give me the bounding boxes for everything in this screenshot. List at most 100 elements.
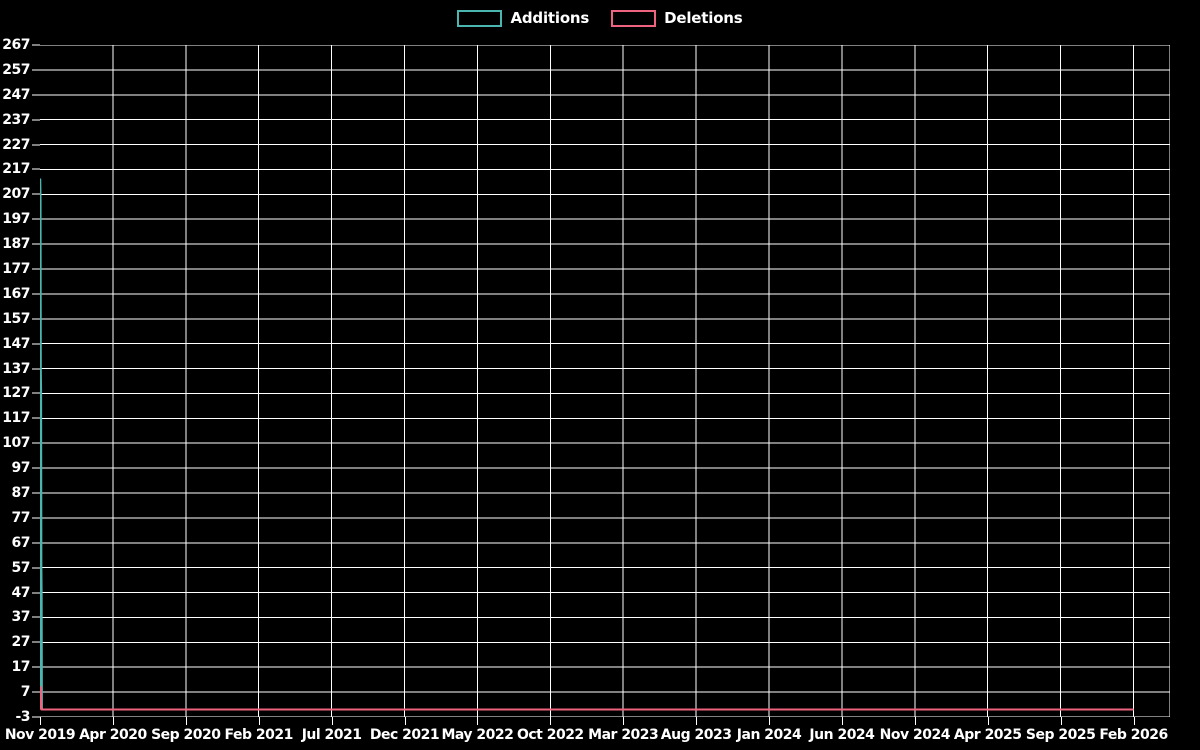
- y-tick-label: 67: [11, 534, 31, 551]
- y-tick-label: 227: [2, 136, 30, 153]
- y-tick-label: 167: [2, 285, 30, 302]
- x-tick-label: May 2022: [441, 727, 514, 743]
- x-tick-label: Apr 2020: [79, 727, 147, 743]
- y-tick-mark: [32, 343, 40, 345]
- y-tick-mark: [32, 417, 40, 419]
- y-tick-mark: [32, 442, 40, 444]
- y-tick-label: 77: [11, 509, 31, 526]
- y-tick-label: 247: [2, 86, 30, 103]
- y-tick-label: 17: [11, 659, 31, 676]
- x-tick-label: Feb 2026: [1099, 727, 1168, 743]
- y-tick-label: 147: [2, 335, 30, 352]
- y-tick-mark: [32, 392, 40, 394]
- x-tick-mark: [112, 717, 114, 725]
- y-tick-label: 7: [20, 684, 31, 701]
- y-tick-mark: [32, 44, 40, 46]
- x-tick-label: Nov 2024: [879, 727, 951, 743]
- x-tick-mark: [550, 717, 552, 725]
- legend-swatch-icon-additions: [457, 9, 503, 27]
- horizontal-gridlines: [40, 45, 1170, 717]
- legend-label-deletions: Deletions: [664, 9, 743, 27]
- x-tick-label: Dec 2021: [369, 727, 440, 743]
- y-tick-label: 97: [11, 460, 31, 477]
- y-tick-mark: [32, 293, 40, 295]
- x-tick-mark: [404, 717, 406, 725]
- y-tick-label: -3: [15, 709, 30, 725]
- x-tick-mark: [769, 717, 771, 725]
- y-tick-label: 237: [2, 111, 30, 128]
- y-tick-mark: [32, 467, 40, 469]
- y-tick-mark: [32, 716, 40, 718]
- legend-swatch-icon-deletions: [611, 9, 657, 27]
- legend-entry-deletions[interactable]: Deletions: [611, 9, 743, 27]
- y-tick-mark: [32, 268, 40, 270]
- y-tick-mark: [32, 368, 40, 370]
- series-line-additions: [40, 178, 1134, 711]
- y-tick-label: 137: [2, 360, 30, 377]
- x-tick-label: Feb 2021: [224, 727, 294, 743]
- x-tick-label: Mar 2023: [588, 727, 659, 743]
- x-tick-mark: [987, 717, 989, 725]
- x-tick-mark: [477, 717, 479, 725]
- y-tick-mark: [32, 542, 40, 544]
- y-tick-label: 37: [11, 609, 31, 626]
- x-tick-mark: [185, 717, 187, 725]
- plot-svg: [40, 45, 1170, 717]
- y-tick-label: 177: [2, 261, 30, 277]
- x-tick-label: Jul 2021: [301, 727, 362, 743]
- y-tick-label: 57: [11, 559, 31, 576]
- y-tick-label: 217: [2, 161, 30, 178]
- y-tick-label: 187: [2, 236, 30, 253]
- y-tick-mark: [32, 218, 40, 220]
- y-tick-mark: [32, 641, 40, 643]
- x-tick-mark: [841, 717, 843, 725]
- x-tick-mark: [914, 717, 916, 725]
- y-tick-label: 87: [11, 485, 31, 501]
- y-tick-label: 257: [2, 61, 30, 78]
- x-tick-label: Sep 2020: [151, 727, 221, 743]
- series-lines: [40, 178, 1134, 711]
- y-tick-label: 197: [2, 211, 30, 228]
- x-tick-mark: [40, 717, 41, 725]
- x-tick-label: Aug 2023: [660, 727, 732, 743]
- y-tick-mark: [32, 119, 40, 121]
- y-tick-mark: [32, 243, 40, 245]
- x-tick-label: Apr 2025: [953, 727, 1022, 743]
- y-tick-mark: [32, 616, 40, 618]
- y-tick-mark: [32, 94, 40, 96]
- plot-area: [40, 45, 1170, 717]
- x-tick-mark: [623, 717, 625, 725]
- legend-label-additions: Additions: [510, 9, 590, 27]
- x-tick-mark: [1133, 717, 1135, 725]
- x-tick-label: Nov 2019: [4, 727, 76, 743]
- series-line-deletions: [40, 686, 1134, 711]
- y-tick-label: 27: [11, 634, 31, 651]
- y-tick-mark: [32, 666, 40, 668]
- x-tick-mark: [331, 717, 333, 725]
- legend-entry-additions[interactable]: Additions: [457, 9, 589, 27]
- chart-legend: Additions Deletions: [0, 0, 1200, 36]
- y-tick-label: 117: [2, 410, 30, 427]
- x-tick-label: Sep 2025: [1025, 727, 1096, 743]
- x-tick-label: Jan 2024: [736, 727, 802, 743]
- y-tick-label: 267: [2, 37, 30, 53]
- y-tick-mark: [32, 691, 40, 693]
- y-axis: -3 7 17 27 37 47 57 67 77 87 97 107 117 127 137 147 157 1…: [0, 37, 40, 725]
- x-axis: Nov 2019 Apr 2020 Sep 2020 Feb 2021 Jul 2021…: [0, 717, 1200, 750]
- y-tick-mark: [32, 517, 40, 519]
- y-tick-mark: [32, 567, 40, 569]
- x-tick-mark: [696, 717, 698, 725]
- y-tick-mark: [32, 193, 40, 195]
- y-tick-label: 207: [2, 186, 30, 203]
- vertical-gridlines: [112, 45, 1170, 717]
- x-tick-mark: [258, 717, 260, 725]
- y-tick-label: 107: [2, 435, 30, 452]
- y-tick-mark: [32, 168, 40, 170]
- y-tick-mark: [32, 592, 40, 594]
- x-tick-label: Jun 2024: [809, 727, 875, 743]
- y-tick-label: 157: [2, 310, 30, 327]
- y-tick-label: 127: [2, 385, 30, 402]
- y-tick-mark: [32, 492, 40, 494]
- y-tick-mark: [32, 69, 40, 71]
